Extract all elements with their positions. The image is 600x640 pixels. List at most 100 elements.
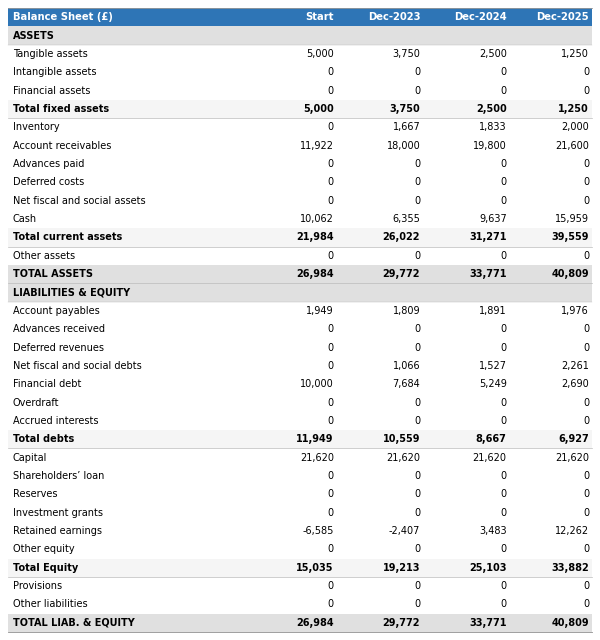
Bar [8,595,592,614]
Text: 21,600: 21,600 [555,141,589,150]
Text: Shareholders’ loan: Shareholders’ loan [13,471,104,481]
Text: 3,750: 3,750 [392,49,420,59]
Text: 1,250: 1,250 [558,104,589,114]
Bar [8,522,592,540]
Text: 0: 0 [583,508,589,518]
Bar [8,467,592,485]
Bar [8,430,592,449]
Text: 0: 0 [500,471,506,481]
Text: 0: 0 [328,86,334,95]
Text: 0: 0 [583,581,589,591]
Text: 15,035: 15,035 [296,563,334,573]
Text: 0: 0 [583,397,589,408]
Text: Retained earnings: Retained earnings [13,526,102,536]
Text: 8,667: 8,667 [476,435,506,444]
Bar [8,356,592,375]
Text: 1,527: 1,527 [479,361,506,371]
Text: Capital: Capital [13,452,47,463]
Text: 1,949: 1,949 [306,306,334,316]
Text: 0: 0 [500,177,506,188]
Text: 0: 0 [414,581,420,591]
Text: 0: 0 [414,86,420,95]
Text: Net fiscal and social assets: Net fiscal and social assets [13,196,145,205]
Bar [8,504,592,522]
Text: 0: 0 [583,416,589,426]
Text: 0: 0 [583,600,589,609]
Text: 26,984: 26,984 [296,618,334,628]
Text: Total Equity: Total Equity [13,563,78,573]
Text: -6,585: -6,585 [302,526,334,536]
Text: 0: 0 [414,342,420,353]
Text: 0: 0 [328,177,334,188]
Text: 0: 0 [328,471,334,481]
Text: 26,022: 26,022 [383,232,420,243]
Text: 21,620: 21,620 [386,452,420,463]
Text: 0: 0 [583,471,589,481]
Text: Accrued interests: Accrued interests [13,416,98,426]
Text: Financial debt: Financial debt [13,380,81,389]
Text: 33,882: 33,882 [551,563,589,573]
Text: 40,809: 40,809 [551,618,589,628]
Bar [8,375,592,394]
Bar [8,45,592,63]
Text: 0: 0 [500,508,506,518]
Bar [8,155,592,173]
Text: Other assets: Other assets [13,251,75,260]
Text: 19,800: 19,800 [473,141,506,150]
Text: 21,620: 21,620 [555,452,589,463]
Bar [8,228,592,246]
Text: TOTAL LIAB. & EQUITY: TOTAL LIAB. & EQUITY [13,618,134,628]
Text: Dec-2023: Dec-2023 [368,12,420,22]
Text: Reserves: Reserves [13,490,58,499]
Text: 15,959: 15,959 [555,214,589,224]
Text: 2,261: 2,261 [561,361,589,371]
Text: 21,984: 21,984 [296,232,334,243]
Text: 10,000: 10,000 [300,380,334,389]
Text: 2,690: 2,690 [561,380,589,389]
Text: Dec-2025: Dec-2025 [536,12,589,22]
Text: Advances received: Advances received [13,324,105,334]
Bar [8,284,592,301]
Text: Tangible assets: Tangible assets [13,49,88,59]
Text: 0: 0 [328,416,334,426]
Bar [8,246,592,265]
Text: 11,922: 11,922 [300,141,334,150]
Text: 7,684: 7,684 [392,380,420,389]
Bar [8,81,592,100]
Bar [8,63,592,81]
Text: 39,559: 39,559 [551,232,589,243]
Text: 0: 0 [414,397,420,408]
Text: 0: 0 [328,545,334,554]
Text: 29,772: 29,772 [383,618,420,628]
Text: 1,833: 1,833 [479,122,506,132]
Bar [8,118,592,136]
Text: 0: 0 [583,177,589,188]
Text: Balance Sheet (£): Balance Sheet (£) [13,12,113,22]
Bar [8,412,592,430]
Text: 21,620: 21,620 [300,452,334,463]
Text: 0: 0 [328,361,334,371]
Text: 0: 0 [500,86,506,95]
Text: 0: 0 [500,397,506,408]
Text: LIABILITIES & EQUITY: LIABILITIES & EQUITY [13,287,130,298]
Text: 0: 0 [414,471,420,481]
Text: Financial assets: Financial assets [13,86,90,95]
Bar [8,320,592,339]
Text: Advances paid: Advances paid [13,159,84,169]
Bar [8,339,592,356]
Text: 19,213: 19,213 [383,563,420,573]
Text: 0: 0 [414,251,420,260]
Text: Total fixed assets: Total fixed assets [13,104,109,114]
Text: 29,772: 29,772 [383,269,420,279]
Text: 0: 0 [328,196,334,205]
Bar [8,100,592,118]
Text: ASSETS: ASSETS [13,31,55,40]
Text: Investment grants: Investment grants [13,508,103,518]
Text: 0: 0 [328,324,334,334]
Text: Provisions: Provisions [13,581,62,591]
Text: 1,976: 1,976 [561,306,589,316]
Text: Deferred revenues: Deferred revenues [13,342,104,353]
Text: 1,809: 1,809 [392,306,420,316]
Bar [8,577,592,595]
Text: Net fiscal and social debts: Net fiscal and social debts [13,361,142,371]
